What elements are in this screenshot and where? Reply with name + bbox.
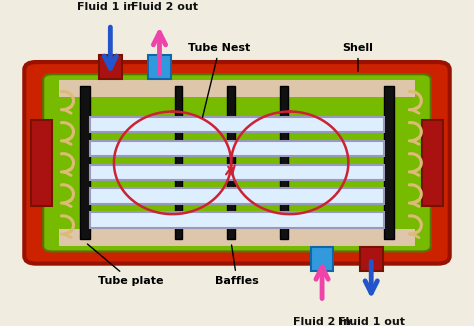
Text: Fluid 2 in: Fluid 2 in [293,317,351,326]
Bar [422,120,443,206]
Bar [99,55,122,79]
Text: Tube Nest: Tube Nest [188,43,251,117]
Bar [383,86,394,239]
Text: Tube plate: Tube plate [87,244,164,286]
FancyBboxPatch shape [24,62,450,264]
Text: Fluid 2 out: Fluid 2 out [131,2,198,12]
Text: Baffles: Baffles [215,245,259,286]
Text: Fluid 1 in: Fluid 1 in [77,2,135,12]
Bar [228,86,235,239]
Bar [311,247,333,271]
Bar [360,247,383,271]
Bar [59,80,415,97]
Bar [280,86,288,239]
Bar [91,117,383,132]
Bar [91,213,383,228]
Text: Fluid 1 out: Fluid 1 out [337,317,405,326]
Text: Shell: Shell [343,43,374,71]
Bar [91,141,383,156]
Bar [91,188,383,204]
Bar [59,229,415,246]
Bar [174,86,182,239]
FancyBboxPatch shape [43,74,431,251]
Bar [91,165,383,180]
Bar [31,120,52,206]
Bar [80,86,91,239]
Bar [148,55,171,79]
